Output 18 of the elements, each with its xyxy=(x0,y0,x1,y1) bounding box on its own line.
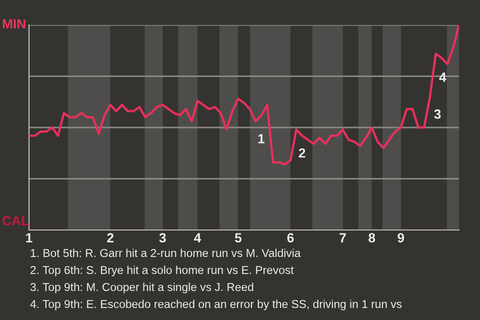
x-tick-label: 9 xyxy=(398,233,404,242)
annotation: 1 xyxy=(258,134,264,144)
annotation: 3 xyxy=(434,109,441,119)
x-tick-label: 6 xyxy=(287,233,294,242)
x-tick-label: 8 xyxy=(368,233,376,242)
x-tick-label: 7 xyxy=(340,233,346,242)
annotation: 2 xyxy=(298,148,306,158)
annotation: 4 xyxy=(439,72,446,82)
x-tick-label: 3 xyxy=(159,233,166,242)
x-tick-label: 4 xyxy=(194,233,202,242)
text: 4. Top 9th: E. Escobedo reached on an error by the SS, driving in 1 run vs xyxy=(30,300,402,310)
text: MIN xyxy=(2,19,26,28)
text: 3. Top 9th: M. Cooper hit a single vs J. Reed xyxy=(30,282,254,294)
x-tick-label: 5 xyxy=(234,233,242,242)
text: 1. Bot 5th: R. Garr hit a 2-run home run vs M. Valdivia xyxy=(30,248,301,258)
x-tick-label: 2 xyxy=(107,233,114,242)
text: 2. Top 6th: S. Brye hit a solo home run vs E. Prevost xyxy=(30,266,294,276)
x-tick-label: 1 xyxy=(26,233,32,242)
